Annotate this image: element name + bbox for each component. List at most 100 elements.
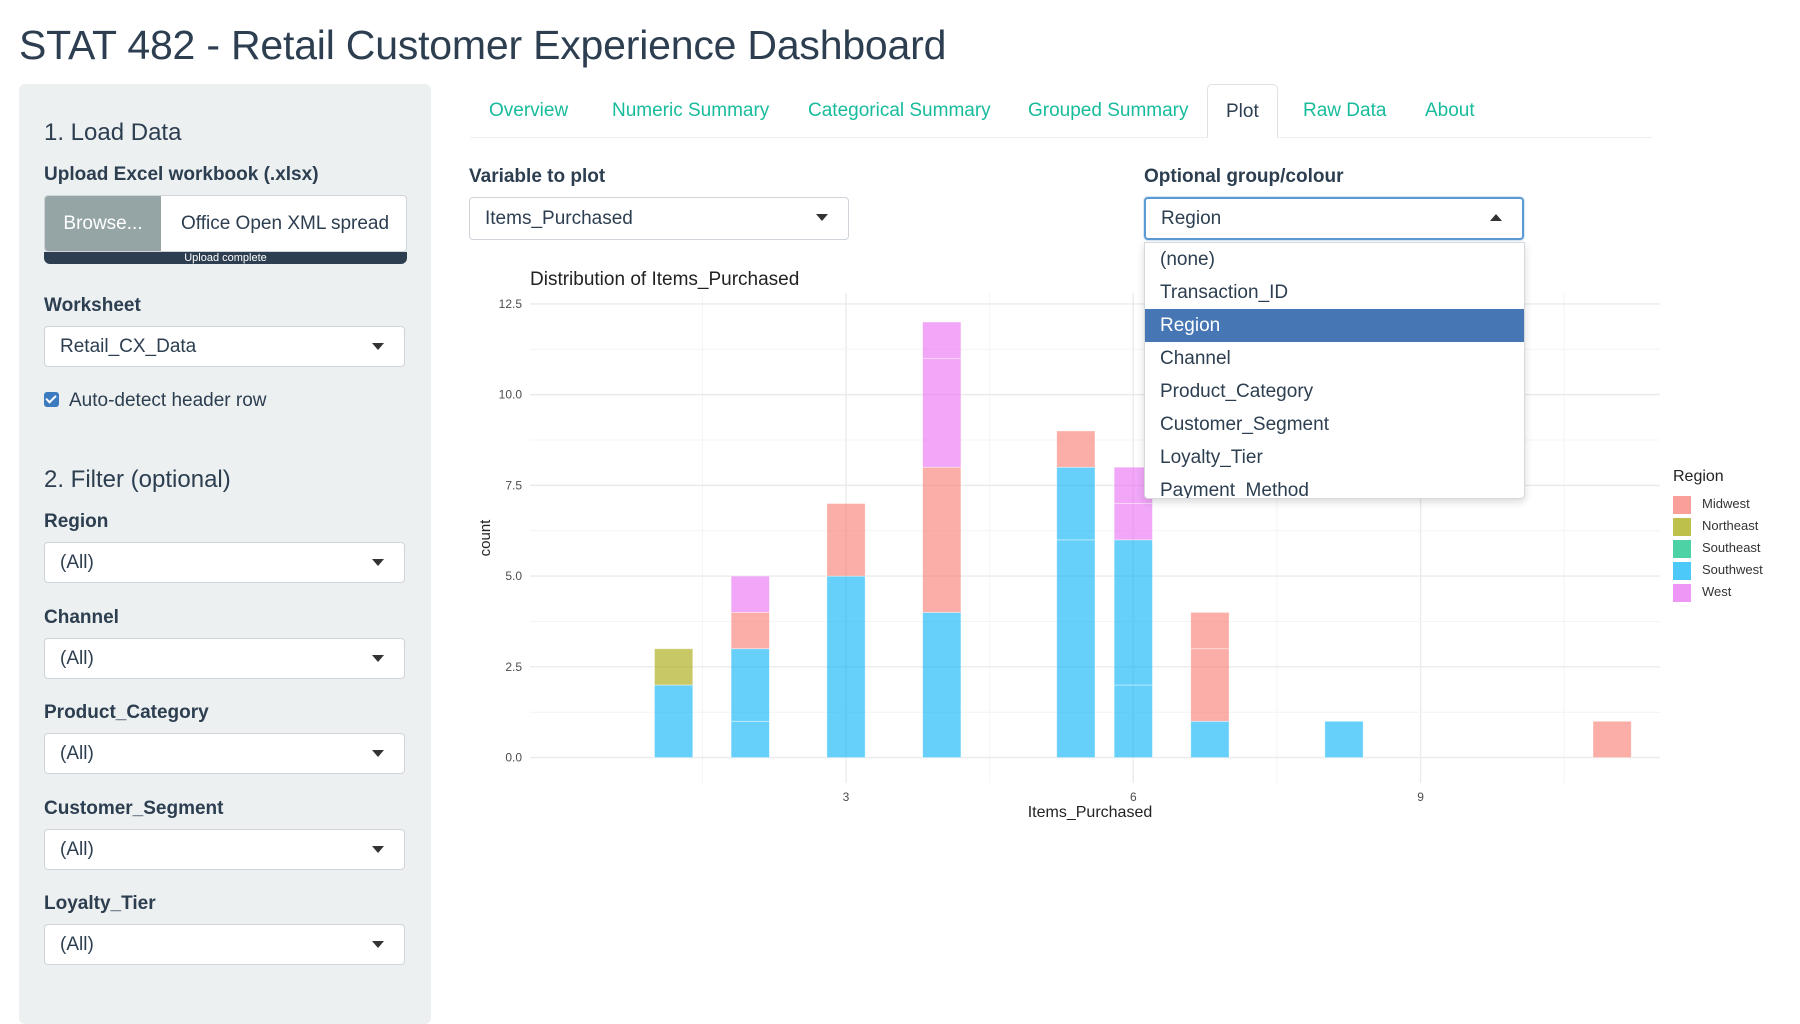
group-option-channel[interactable]: Channel bbox=[1160, 348, 1231, 369]
group-option-region[interactable]: Region bbox=[1145, 309, 1524, 342]
legend-label: Southwest bbox=[1702, 562, 1763, 577]
histogram-bar-segment bbox=[922, 357, 962, 468]
group-select-dropdown[interactable]: (none) Transaction_ID Region Channel Pro… bbox=[1144, 242, 1525, 499]
tab-numeric-summary[interactable]: Numeric Summary bbox=[612, 100, 770, 121]
histogram-bar-segment bbox=[1113, 539, 1153, 686]
y-tick-label: 10.0 bbox=[499, 388, 523, 402]
histogram-bar-segment bbox=[1190, 648, 1230, 722]
filter-label-product-category: Product_Category bbox=[44, 702, 209, 723]
variable-select[interactable]: Items_Purchased bbox=[469, 197, 849, 240]
group-option-product-category[interactable]: Product_Category bbox=[1160, 381, 1314, 402]
filter-select-channel[interactable]: (All) bbox=[44, 638, 405, 679]
filter-select-value: (All) bbox=[60, 648, 94, 669]
file-upload-control[interactable]: Browse... Office Open XML spread bbox=[44, 195, 407, 252]
y-tick-label: 5.0 bbox=[505, 569, 522, 583]
histogram-bar-segment bbox=[1113, 684, 1153, 758]
histogram-bar-segment bbox=[922, 321, 962, 359]
histogram-bar-segment bbox=[922, 466, 962, 613]
filter-select-value: (All) bbox=[60, 743, 94, 764]
header-checkbox-label: Auto-detect header row bbox=[69, 390, 267, 411]
histogram-bar-segment bbox=[922, 612, 962, 758]
header-checkbox-row[interactable]: Auto-detect header row bbox=[44, 390, 267, 412]
histogram-bar-segment bbox=[1056, 466, 1096, 541]
histogram-bar-segment bbox=[654, 648, 694, 686]
x-tick-label: 3 bbox=[843, 790, 850, 804]
legend-item: Southwest bbox=[1673, 559, 1763, 581]
tab-raw-data[interactable]: Raw Data bbox=[1303, 100, 1387, 121]
tab-overview[interactable]: Overview bbox=[489, 100, 569, 121]
histogram-bar-segment bbox=[1592, 720, 1632, 758]
histogram-bar-segment bbox=[1190, 612, 1230, 650]
y-tick-label: 2.5 bbox=[505, 660, 522, 674]
filter-select-value: (All) bbox=[60, 552, 94, 573]
legend-label: Midwest bbox=[1702, 496, 1750, 511]
group-option-payment-method[interactable]: Payment_Method bbox=[1160, 480, 1309, 499]
sidebar: 1. Load Data Upload Excel workbook (.xls… bbox=[19, 84, 431, 1024]
group-option-loyalty-tier[interactable]: Loyalty_Tier bbox=[1160, 447, 1263, 468]
upload-label: Upload Excel workbook (.xlsx) bbox=[44, 164, 319, 185]
checkbox-checked-icon[interactable] bbox=[44, 392, 59, 407]
histogram-bar-segment bbox=[730, 612, 770, 650]
filter-label-region: Region bbox=[44, 511, 109, 532]
group-label: Optional group/colour bbox=[1144, 166, 1344, 187]
legend-swatch bbox=[1673, 495, 1691, 514]
legend-label: Northeast bbox=[1702, 518, 1759, 533]
legend-label: West bbox=[1702, 584, 1732, 599]
histogram-bar-segment bbox=[730, 720, 770, 758]
filter-heading: 2. Filter (optional) bbox=[44, 466, 231, 493]
group-option-customer-segment[interactable]: Customer_Segment bbox=[1160, 414, 1329, 435]
legend-title: Region bbox=[1673, 468, 1724, 485]
filter-select-loyalty-tier[interactable]: (All) bbox=[44, 924, 405, 965]
histogram-bar-segment bbox=[654, 684, 694, 758]
histogram-bar-segment bbox=[1056, 430, 1096, 468]
y-tick-label: 12.5 bbox=[499, 297, 523, 311]
worksheet-select[interactable]: Retail_CX_Data bbox=[44, 326, 405, 367]
filter-select-region[interactable]: (All) bbox=[44, 542, 405, 583]
filter-label-loyalty-tier: Loyalty_Tier bbox=[44, 893, 156, 914]
filter-label-customer-segment: Customer_Segment bbox=[44, 798, 224, 819]
caret-down-icon bbox=[372, 343, 384, 350]
caret-down-icon bbox=[372, 941, 384, 948]
histogram-bar-segment bbox=[826, 503, 866, 577]
histogram-bar-segment bbox=[730, 648, 770, 722]
histogram-bar-segment bbox=[730, 575, 770, 613]
legend-label: Southeast bbox=[1702, 540, 1761, 555]
tab-plot[interactable]: Plot bbox=[1207, 84, 1278, 138]
y-axis-label: count bbox=[477, 519, 494, 557]
caret-down-icon bbox=[372, 846, 384, 853]
legend-swatch bbox=[1673, 561, 1691, 580]
group-select[interactable]: Region bbox=[1144, 197, 1524, 240]
main-tabs: Overview Numeric Summary Categorical Sum… bbox=[470, 84, 1652, 138]
group-option-none[interactable]: (none) bbox=[1160, 249, 1215, 270]
x-axis-label: Items_Purchased bbox=[1028, 804, 1153, 821]
legend-item: Midwest bbox=[1673, 493, 1763, 515]
tab-categorical-summary[interactable]: Categorical Summary bbox=[808, 100, 991, 121]
upload-progress-bar: Upload complete bbox=[44, 252, 407, 264]
worksheet-select-value: Retail_CX_Data bbox=[60, 336, 197, 357]
caret-down-icon bbox=[372, 750, 384, 757]
caret-down-icon bbox=[372, 655, 384, 662]
filter-select-customer-segment[interactable]: (All) bbox=[44, 829, 405, 870]
group-select-value: Region bbox=[1161, 208, 1222, 229]
tab-about[interactable]: About bbox=[1425, 100, 1475, 121]
caret-down-icon bbox=[372, 559, 384, 566]
filter-label-channel: Channel bbox=[44, 607, 119, 628]
x-tick-label: 6 bbox=[1130, 790, 1137, 804]
load-data-heading: 1. Load Data bbox=[44, 119, 182, 146]
chart-legend: Region Midwest Northeast Southeast Southwes… bbox=[1673, 468, 1763, 603]
chart-title: Distribution of Items_Purchased bbox=[530, 269, 799, 290]
legend-item: Southeast bbox=[1673, 537, 1763, 559]
filter-select-value: (All) bbox=[60, 934, 94, 955]
filter-select-product-category[interactable]: (All) bbox=[44, 733, 405, 774]
y-tick-label: 7.5 bbox=[505, 478, 522, 492]
variable-select-value: Items_Purchased bbox=[485, 208, 633, 229]
histogram-bar-segment bbox=[826, 575, 866, 758]
legend-item: Northeast bbox=[1673, 515, 1763, 537]
histogram-bar-segment bbox=[1113, 503, 1153, 541]
group-option-transaction-id[interactable]: Transaction_ID bbox=[1160, 282, 1289, 303]
y-tick-label: 0.0 bbox=[505, 751, 522, 765]
tab-grouped-summary[interactable]: Grouped Summary bbox=[1028, 100, 1189, 121]
browse-button[interactable]: Browse... bbox=[45, 196, 161, 251]
x-tick-label: 9 bbox=[1417, 790, 1424, 804]
variable-label: Variable to plot bbox=[469, 166, 606, 187]
